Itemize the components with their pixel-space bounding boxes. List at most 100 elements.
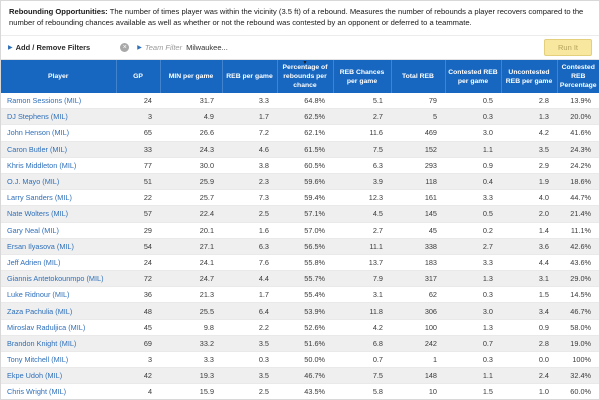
player-link[interactable]: Brandon Knight (MIL) bbox=[1, 335, 116, 353]
stat-cell: 1.5 bbox=[445, 383, 501, 399]
stat-cell: 242 bbox=[391, 335, 445, 353]
player-link[interactable]: Larry Sanders (MIL) bbox=[1, 189, 116, 207]
column-header[interactable]: Uncontested REB per game bbox=[501, 60, 558, 93]
stat-cell: 4.2 bbox=[333, 319, 391, 336]
stat-cell: 32.4% bbox=[557, 367, 599, 385]
player-link[interactable]: Giannis Antetokounmpo (MIL) bbox=[1, 270, 116, 288]
stat-cell: 44.7% bbox=[557, 189, 599, 207]
stat-cell: 0.3 bbox=[445, 286, 501, 304]
stat-cell: 13.9% bbox=[557, 92, 599, 110]
column-header[interactable]: Total REB bbox=[391, 60, 446, 93]
stat-cell: 0.9 bbox=[501, 319, 557, 336]
stat-cell: 5 bbox=[391, 108, 445, 126]
stat-cell: 15.9 bbox=[160, 383, 222, 399]
player-link[interactable]: DJ Stephens (MIL) bbox=[1, 108, 116, 126]
stat-cell: 57.0% bbox=[277, 222, 333, 239]
stat-cell: 4.9 bbox=[160, 108, 222, 126]
column-header[interactable]: ▼ Percentage of rebounds per chance bbox=[277, 60, 334, 93]
column-header[interactable]: MIN per game bbox=[160, 60, 223, 93]
stat-cell: 2.2 bbox=[222, 319, 277, 336]
stat-cell: 60.5% bbox=[277, 157, 333, 174]
stat-cell: 55.7% bbox=[277, 270, 333, 288]
player-link[interactable]: Chris Wright (MIL) bbox=[1, 383, 116, 399]
player-link[interactable]: Zaza Pachulia (MIL) bbox=[1, 302, 116, 320]
player-link[interactable]: Caron Butler (MIL) bbox=[1, 141, 116, 158]
stat-cell: 2.7 bbox=[333, 222, 391, 239]
stat-cell: 59.4% bbox=[277, 189, 333, 207]
add-remove-filters-link[interactable]: Add / Remove Filters bbox=[15, 43, 91, 52]
stat-cell: 29 bbox=[116, 222, 160, 239]
stat-cell: 3.4 bbox=[501, 302, 557, 320]
stat-cell: 0.0 bbox=[501, 351, 557, 369]
stat-cell: 36 bbox=[116, 286, 160, 304]
stat-cell: 58.0% bbox=[557, 319, 599, 336]
table-row: Ersan Ilyasova (MIL) 54 27.1 6.3 56.5% 11.1 33… bbox=[1, 238, 599, 255]
stat-cell: 7.2 bbox=[222, 124, 277, 142]
team-filter-value[interactable]: Milwaukee... bbox=[186, 43, 228, 52]
stat-cell: 2.5 bbox=[222, 205, 277, 223]
column-header[interactable]: REB Chances per game bbox=[333, 60, 392, 93]
stat-cell: 161 bbox=[391, 189, 445, 207]
player-link[interactable]: Luke Ridnour (MIL) bbox=[1, 286, 116, 304]
expand-arrow-icon: ▶ bbox=[8, 45, 13, 51]
stat-cell: 56.5% bbox=[277, 238, 333, 255]
player-link[interactable]: Nate Wolters (MIL) bbox=[1, 205, 116, 223]
stat-cell: 24.7 bbox=[160, 270, 222, 288]
description-title: Rebounding Opportunities: bbox=[9, 7, 108, 16]
stat-cell: 24.3 bbox=[160, 141, 222, 158]
stat-cell: 33.2 bbox=[160, 335, 222, 353]
stat-cell: 2.0 bbox=[501, 205, 557, 223]
stat-cell: 1.4 bbox=[501, 222, 557, 239]
player-link[interactable]: Ramon Sessions (MIL) bbox=[1, 92, 116, 110]
clear-filter-icon[interactable]: × bbox=[120, 43, 130, 52]
stat-cell: 0.4 bbox=[445, 173, 501, 191]
stat-cell: 25.7 bbox=[160, 189, 222, 207]
stat-cell: 183 bbox=[391, 254, 445, 272]
stat-cell: 3.1 bbox=[501, 270, 557, 288]
stat-cell: 12.3 bbox=[333, 189, 391, 207]
player-link[interactable]: John Henson (MIL) bbox=[1, 124, 116, 142]
stat-cell: 52.6% bbox=[277, 319, 333, 336]
stat-cell: 7.5 bbox=[333, 141, 391, 158]
player-link[interactable]: Gary Neal (MIL) bbox=[1, 222, 116, 239]
player-link[interactable]: Tony Mitchell (MIL) bbox=[1, 351, 116, 369]
player-link[interactable]: Khris Middleton (MIL) bbox=[1, 157, 116, 174]
stat-cell: 3.5 bbox=[222, 367, 277, 385]
stat-cell: 3.3 bbox=[222, 92, 277, 110]
stat-cell: 20.1 bbox=[160, 222, 222, 239]
stat-cell: 0.5 bbox=[445, 205, 501, 223]
stat-cell: 19.0% bbox=[557, 335, 599, 353]
player-link[interactable]: O.J. Mayo (MIL) bbox=[1, 173, 116, 191]
stat-cell: 4.6 bbox=[222, 141, 277, 158]
page-description: Rebounding Opportunities: The number of … bbox=[1, 1, 599, 36]
table-row: Larry Sanders (MIL) 22 25.7 7.3 59.4% 12.3 161… bbox=[1, 189, 599, 207]
stat-cell: 7.3 bbox=[222, 189, 277, 207]
stat-cell: 2.8 bbox=[501, 92, 557, 110]
stat-cell: 69 bbox=[116, 335, 160, 353]
column-header[interactable]: Player bbox=[1, 60, 117, 93]
column-header[interactable]: Contested REB Percentage bbox=[557, 60, 599, 93]
stat-cell: 0.3 bbox=[222, 351, 277, 369]
player-link[interactable]: Miroslav Raduljica (MIL) bbox=[1, 319, 116, 336]
player-link[interactable]: Ersan Ilyasova (MIL) bbox=[1, 238, 116, 255]
stat-cell: 3 bbox=[116, 351, 160, 369]
table-row: Ramon Sessions (MIL) 24 31.7 3.3 64.8% 5.1 79 0… bbox=[1, 92, 599, 110]
stat-cell: 65 bbox=[116, 124, 160, 142]
table-row: Tony Mitchell (MIL) 3 3.3 0.3 50.0% 0.7 1 0.3 0.… bbox=[1, 351, 599, 369]
table-row: DJ Stephens (MIL) 3 4.9 1.7 62.5% 2.7 5 0.3 1.3 2… bbox=[1, 108, 599, 126]
column-header[interactable]: GP bbox=[116, 60, 161, 93]
stat-cell: 51.6% bbox=[277, 335, 333, 353]
column-header[interactable]: REB per game bbox=[222, 60, 278, 93]
run-it-button[interactable]: Run It bbox=[543, 39, 592, 56]
column-header[interactable]: Contested REB per game bbox=[445, 60, 502, 93]
stat-cell: 6.4 bbox=[222, 302, 277, 320]
stat-cell: 61.5% bbox=[277, 141, 333, 158]
table-row: Khris Middleton (MIL) 77 30.0 3.8 60.5% 6.3 29… bbox=[1, 157, 599, 174]
player-link[interactable]: Ekpe Udoh (MIL) bbox=[1, 367, 116, 385]
player-link[interactable]: Jeff Adrien (MIL) bbox=[1, 254, 116, 272]
stat-cell: 152 bbox=[391, 141, 445, 158]
table-row: Gary Neal (MIL) 29 20.1 1.6 57.0% 2.7 45 0.2 1.4… bbox=[1, 222, 599, 239]
stat-cell: 145 bbox=[391, 205, 445, 223]
stat-cell: 21.3 bbox=[160, 286, 222, 304]
stat-cell: 100% bbox=[557, 351, 599, 369]
